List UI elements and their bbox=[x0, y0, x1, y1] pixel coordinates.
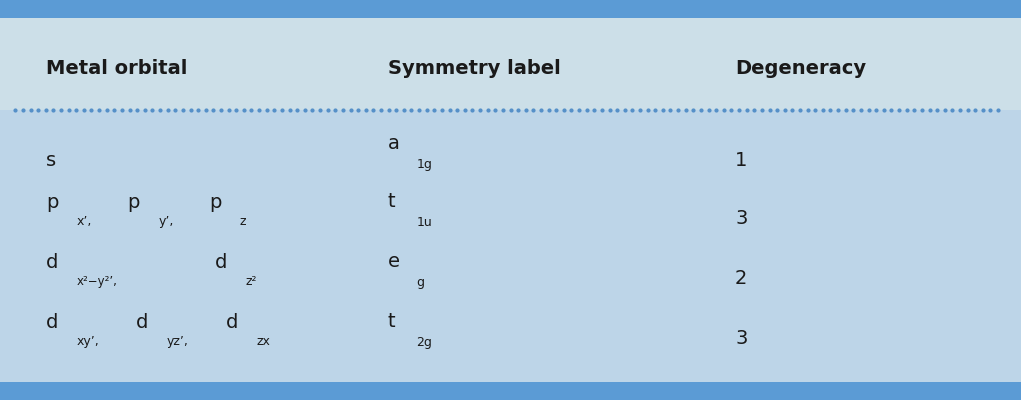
Text: t: t bbox=[388, 312, 395, 331]
Text: g: g bbox=[417, 276, 425, 289]
Text: y’,: y’, bbox=[158, 215, 174, 228]
Text: 1u: 1u bbox=[417, 216, 432, 229]
Text: zx: zx bbox=[256, 335, 271, 348]
Bar bbox=[0, 382, 1021, 400]
Text: 3: 3 bbox=[735, 328, 747, 348]
Text: z²: z² bbox=[245, 275, 256, 288]
Text: 3: 3 bbox=[735, 208, 747, 228]
Text: xy’,: xy’, bbox=[77, 335, 99, 348]
Text: 2: 2 bbox=[735, 268, 747, 288]
Text: d: d bbox=[46, 313, 58, 332]
Text: x’,: x’, bbox=[77, 215, 92, 228]
Text: s: s bbox=[46, 150, 56, 170]
Text: p: p bbox=[209, 193, 222, 212]
Text: a: a bbox=[388, 134, 400, 153]
Text: 1g: 1g bbox=[417, 158, 433, 171]
Text: Symmetry label: Symmetry label bbox=[388, 58, 561, 78]
Text: t: t bbox=[388, 192, 395, 211]
Text: 2g: 2g bbox=[417, 336, 433, 349]
Text: d: d bbox=[46, 253, 58, 272]
Text: d: d bbox=[214, 253, 227, 272]
Text: yz’,: yz’, bbox=[166, 335, 188, 348]
Text: p: p bbox=[46, 193, 58, 212]
Text: 1: 1 bbox=[735, 150, 747, 170]
Text: x²−y²’,: x²−y²’, bbox=[77, 275, 117, 288]
Text: d: d bbox=[136, 313, 148, 332]
Text: d: d bbox=[226, 313, 238, 332]
Text: p: p bbox=[128, 193, 140, 212]
Text: z: z bbox=[240, 215, 246, 228]
Text: Degeneracy: Degeneracy bbox=[735, 58, 866, 78]
Text: Metal orbital: Metal orbital bbox=[46, 58, 187, 78]
Bar bbox=[0, 0, 1021, 18]
Text: e: e bbox=[388, 252, 400, 271]
Bar bbox=[0, 18, 1021, 110]
